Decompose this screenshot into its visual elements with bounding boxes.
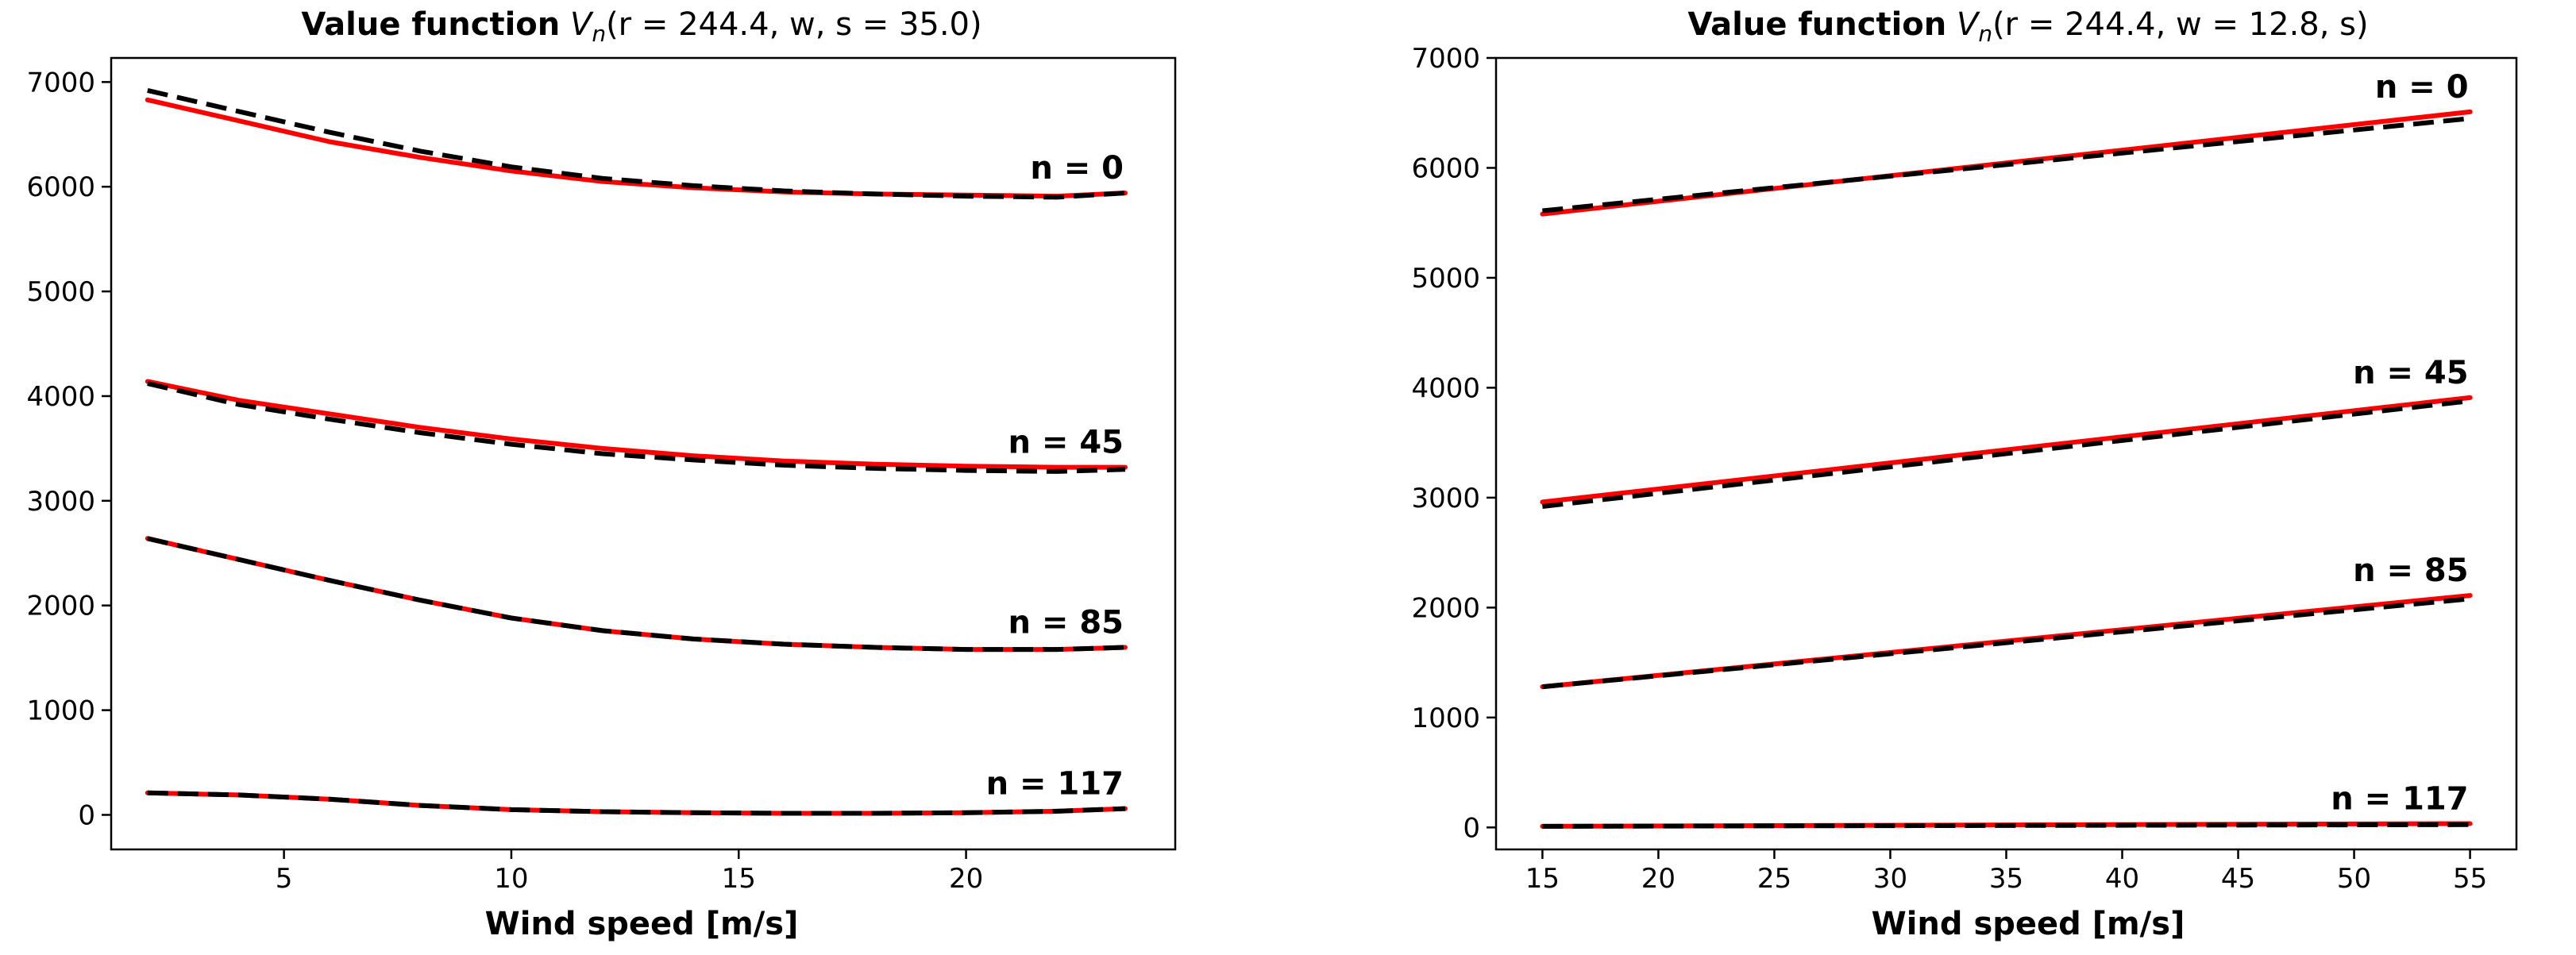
right-series-line-red-n-45 [1540,395,2473,505]
left-ticks: 5 10 15 20 0 1000 2000 3000 4000 5000 6000 7000 [26,67,983,895]
left-x-tick-label: 10 [494,863,528,895]
right-x-tick-label: 40 [2105,863,2139,895]
right-series-label: n = 45 [2353,355,2469,391]
left-x-axis-label: Wind speed [m/s] [485,906,799,942]
left-y-tick-label: 2000 [26,591,95,622]
right-y-tick-label: 6000 [1411,152,1480,184]
right-x-tick-label: 15 [1525,863,1560,895]
right-series-line-black-n-117 [1542,822,2470,829]
left-y-tick-label: 6000 [26,171,95,203]
left-series-labels: n = 0 n = 45 n = 85 n = 117 [986,150,1124,802]
right-ticks: 15 20 25 30 35 40 45 50 55 0 1000 2000 3000 4000 5000 6… [1411,43,2487,895]
left-series-label: n = 0 [1030,150,1124,187]
right-series-line-black-n-45 [1542,399,2470,509]
right-y-tick-label: 3000 [1411,483,1480,514]
right-series-line-black-n-85 [1542,596,2470,690]
right-chart-title: Value function Vn(r = 244.4, w = 12.8, s… [1687,6,2368,47]
right-series-line-black-n-0 [1542,116,2470,214]
left-y-tick-label: 3000 [26,486,95,518]
right-series-label: n = 0 [2375,69,2469,106]
right-x-tick-label: 20 [1641,863,1676,895]
left-series-line-black-n-117 [147,790,1126,816]
left-series-label: n = 45 [1008,425,1124,461]
left-x-tick-label: 15 [722,863,756,895]
left-y-tick-label: 4000 [26,381,95,413]
left-chart-title: Value function Vn(r = 244.4, w, s = 35.0… [301,6,981,47]
right-series-label: n = 85 [2353,553,2469,589]
left-series-label: n = 85 [1008,604,1124,641]
right-chart: Value function Vn(r = 244.4, w = 12.8, s… [1411,6,2518,942]
left-series-label: n = 117 [986,766,1124,803]
right-x-tick-label: 50 [2337,863,2371,895]
right-series-labels: n = 0 n = 45 n = 85 n = 117 [2331,69,2468,818]
left-series-line-red-n-0 [145,97,1128,199]
right-x-tick-label: 25 [1757,863,1791,895]
right-series-lines [1540,109,2473,829]
left-y-tick-label: 7000 [26,67,95,98]
left-y-tick-label: 5000 [26,276,95,308]
right-x-tick-label: 35 [1989,863,2023,895]
left-plot-area [110,56,1177,851]
right-y-tick-label: 4000 [1411,372,1480,404]
right-y-tick-label: 7000 [1411,43,1480,75]
right-x-tick-label: 55 [2453,863,2487,895]
left-y-tick-label: 0 [78,799,95,831]
right-series-label: n = 117 [2331,780,2468,817]
left-series-line-black-n-0 [147,87,1126,200]
left-y-tick-label: 1000 [26,695,95,727]
left-series-lines [145,87,1128,816]
right-x-tick-label: 30 [1873,863,1907,895]
left-series-line-black-n-45 [147,381,1126,474]
right-y-tick-label: 1000 [1411,703,1480,734]
right-y-tick-label: 5000 [1411,263,1480,295]
left-x-tick-label: 20 [949,863,983,895]
left-series-line-black-n-85 [147,536,1126,653]
left-series-line-red-n-45 [145,379,1128,470]
right-x-tick-label: 45 [2221,863,2255,895]
right-x-axis-label: Wind speed [m/s] [1872,906,2185,942]
right-y-tick-label: 2000 [1411,592,1480,624]
right-y-tick-label: 0 [1463,812,1480,844]
left-chart: Value function Vn(r = 244.4, w, s = 35.0… [26,6,1177,942]
left-x-tick-label: 5 [276,863,293,895]
